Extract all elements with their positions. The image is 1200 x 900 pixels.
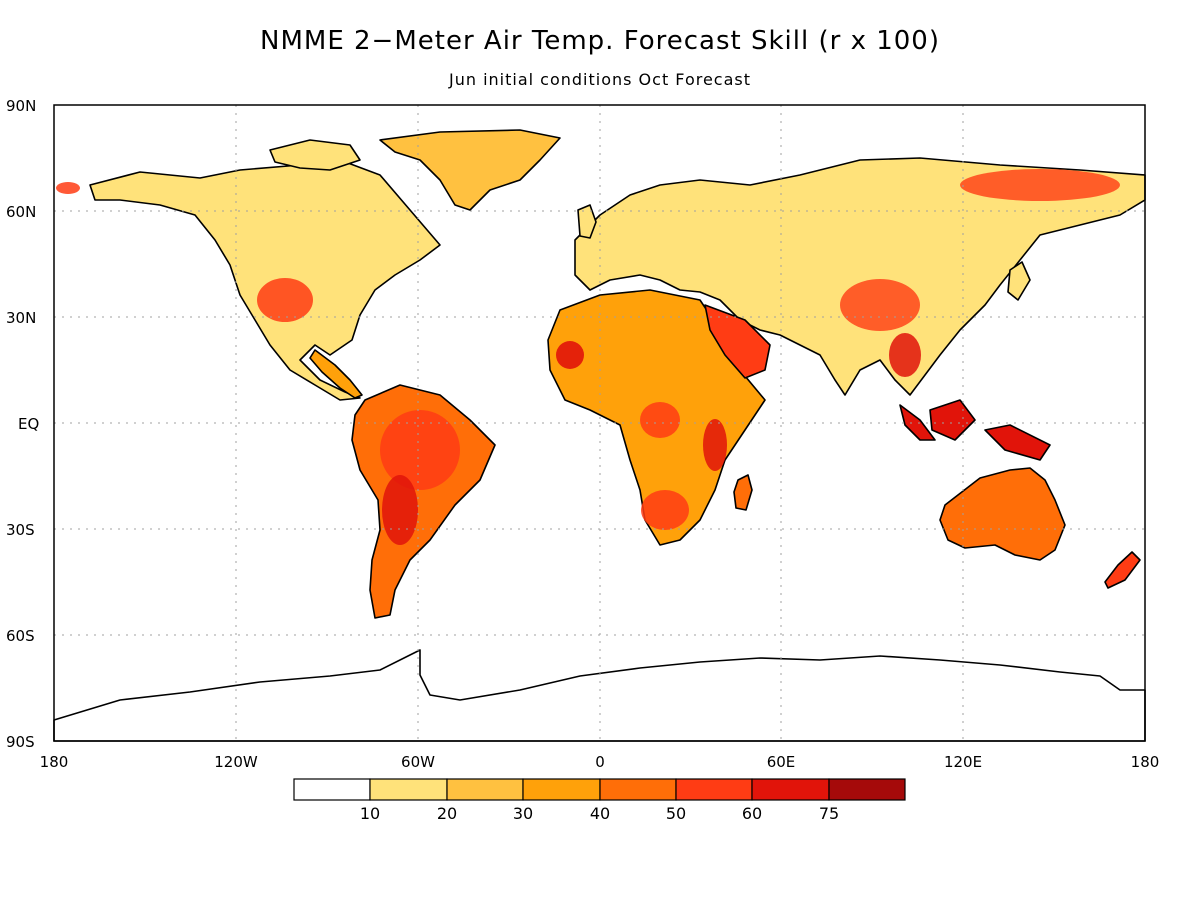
greenland [379,129,561,211]
lon-label: 180 [40,753,69,771]
colorbar-label: 60 [742,804,762,823]
hotspot-amazon [380,410,460,490]
japan [1007,261,1031,301]
map-frame [53,104,1146,742]
skill-hotspots [56,169,1120,545]
hotspot-siberia [960,169,1120,201]
longitude-labels: 180 120W 60W 0 60E 120E 180 [40,753,1160,771]
lat-label: EQ [18,415,39,433]
hotspot-east-africa [703,419,727,471]
colorbar-segment [828,778,906,801]
australia [939,467,1066,561]
lat-label: 90S [6,733,35,751]
colorbar-label: 40 [590,804,610,823]
colorbar-label: 10 [360,804,380,823]
arabia [704,304,771,379]
lat-label: 30S [6,521,35,539]
lon-label: 60W [401,753,435,771]
colorbar-label: 30 [513,804,533,823]
british-isles [577,204,597,239]
colorbar-segment [675,778,753,801]
hotspot-se-asia [889,333,921,377]
madagascar [733,474,753,511]
new-zealand [1104,551,1141,589]
colorbar-label: 20 [437,804,457,823]
lon-label: 0 [595,753,605,771]
map-panel [53,104,1146,742]
arctic-islands [269,139,361,171]
lat-label: 30N [6,309,36,327]
colorbar-segment [599,778,677,801]
hotspot-central-africa [640,402,680,438]
map-title: NMME 2−Meter Air Temp. Forecast Skill (r… [260,26,940,56]
indonesia [899,399,1051,461]
lon-label: 60E [767,753,796,771]
colorbar-segment [293,778,371,801]
hotspot-china [840,279,920,331]
north-america [89,159,441,401]
central-america [309,349,363,399]
colorbar-label: 50 [666,804,686,823]
colorbar-label: 75 [819,804,839,823]
hotspot-andes [382,475,418,545]
lat-label: 90N [6,97,36,115]
colorbar-segment [751,778,830,801]
lon-label: 120W [214,753,258,771]
latitude-labels: 90N 60N 30N EQ 30S 60S 90S [6,97,39,751]
lat-label: 60S [6,627,35,645]
hotspot-alaska [56,182,80,194]
graticule [54,105,1145,741]
lat-label: 60N [6,203,36,221]
hotspot-sahara-west [556,341,584,369]
hotspot-southern-africa [641,490,689,530]
lon-label: 180 [1131,753,1160,771]
colorbar-segment [522,778,601,801]
eurasia [574,157,1146,396]
colorbar: 10 20 30 40 50 60 75 [293,778,906,823]
colorbar-segment [369,778,448,801]
colorbar-segment [446,778,524,801]
antarctica [53,649,1146,742]
hotspot-west-us [257,278,313,322]
map-subtitle: Jun initial conditions Oct Forecast [448,70,752,89]
lon-label: 120E [944,753,982,771]
